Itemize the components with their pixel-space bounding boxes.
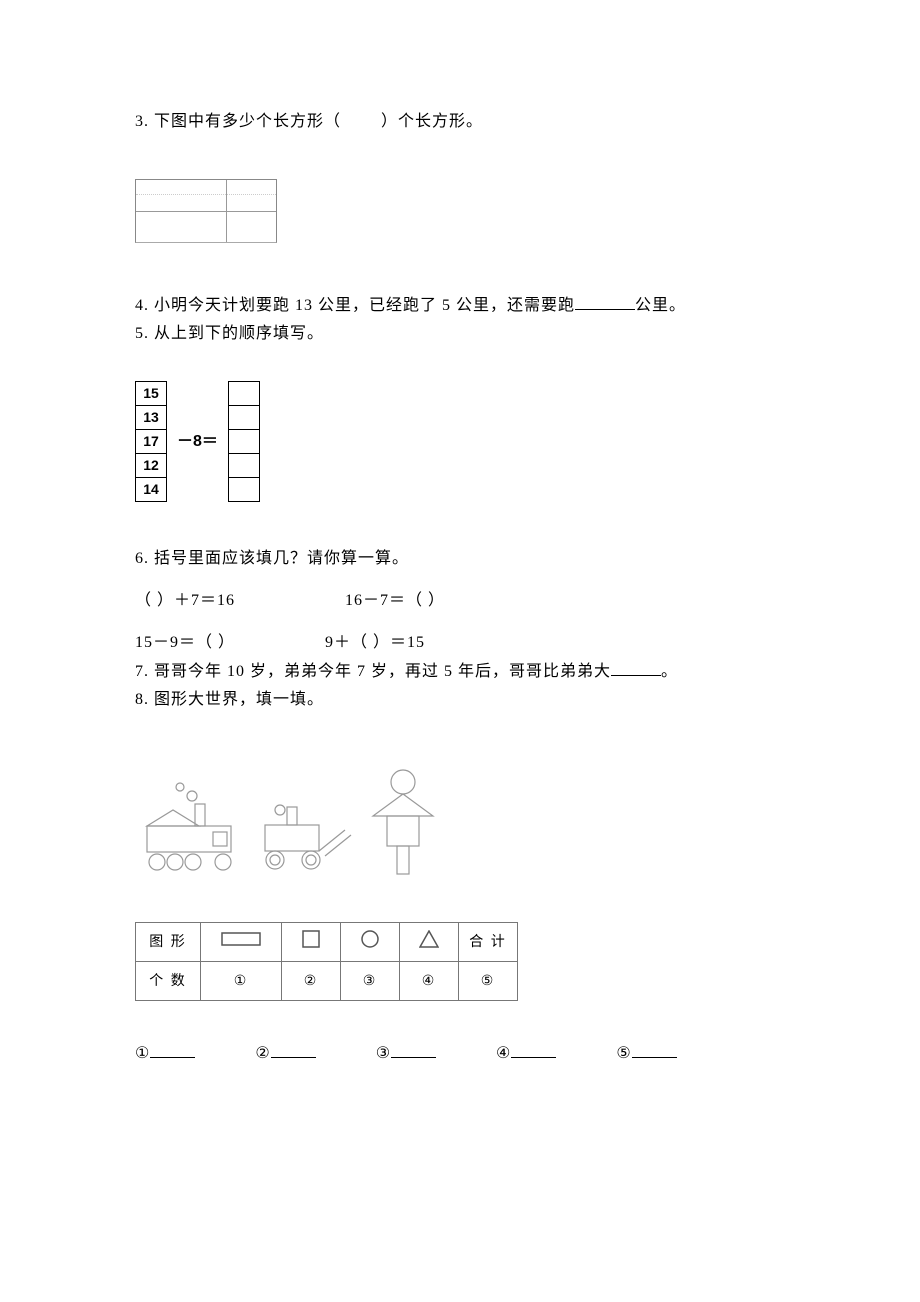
ans-blank-5[interactable]: [632, 1041, 677, 1058]
q5-operator: －8＝: [173, 430, 222, 454]
td-count-2: ②: [282, 962, 341, 1001]
q4-b: 公里。: [635, 297, 686, 314]
th-shape: 图 形: [136, 923, 201, 962]
q3-suffix: ）个长方形。: [381, 113, 483, 130]
td-count-3: ③: [341, 962, 400, 1001]
q3-grid-dotted-line: [136, 194, 276, 195]
table-row: 个 数 ① ② ③ ④ ⑤: [136, 962, 518, 1001]
ans-item: ⑤: [616, 1041, 676, 1066]
q5-left-column: 15 13 17 12 14: [135, 381, 167, 502]
q5-left-cell: 13: [135, 406, 167, 430]
triangle-icon: [419, 930, 439, 948]
q5-text: 5. 从上到下的顺序填写。: [135, 322, 790, 346]
q3-grid-hline: [136, 211, 276, 212]
q8-answers-row: ① ② ③ ④ ⑤: [135, 1041, 790, 1066]
q6-row2: 15－9＝（ ） 9＋（ ）＝15: [135, 631, 790, 655]
q3-grid-vline: [226, 180, 227, 242]
ans-item: ①: [135, 1041, 195, 1066]
q8-table: 图 形 合 计 个 数 ① ② ③ ④: [135, 922, 790, 1001]
td-count-label: 个 数: [136, 962, 201, 1001]
q5-left-cell: 14: [135, 478, 167, 502]
table-row: 图 形 合 计: [136, 923, 518, 962]
ans-item: ④: [496, 1041, 556, 1066]
th-square-icon: [282, 923, 341, 962]
q5-left-cell: 12: [135, 454, 167, 478]
q6-text: 6. 括号里面应该填几？请你算一算。: [135, 547, 790, 571]
th-circle-icon: [341, 923, 400, 962]
q5-right-cell[interactable]: [228, 381, 260, 406]
ans-label: ⑤: [616, 1045, 631, 1062]
circle-icon: [361, 930, 379, 948]
q4-a: 4. 小明今天计划要跑 13 公里，已经跑了 5 公里，还需要跑: [135, 297, 575, 314]
th-total: 合 计: [459, 923, 518, 962]
rect-icon: [221, 932, 261, 946]
q5-right-cell[interactable]: [228, 454, 260, 478]
q6-eq2-right: 9＋（ ）＝15: [325, 634, 425, 651]
q3-rectangle-grid: [135, 179, 277, 243]
td-count-5: ⑤: [459, 962, 518, 1001]
ans-blank-2[interactable]: [271, 1041, 316, 1058]
td-count-4: ④: [400, 962, 459, 1001]
q4-text: 4. 小明今天计划要跑 13 公里，已经跑了 5 公里，还需要跑 公里。: [135, 293, 790, 318]
square-icon: [302, 930, 320, 948]
q5-left-cell: 17: [135, 430, 167, 454]
ans-blank-1[interactable]: [150, 1041, 195, 1058]
q8-shapes-picture: [135, 752, 790, 892]
q8-text: 8. 图形大世界，填一填。: [135, 688, 790, 712]
ans-blank-4[interactable]: [511, 1041, 556, 1058]
ans-label: ③: [376, 1045, 391, 1062]
q7-b: 。: [661, 663, 678, 680]
q5-right-cell[interactable]: [228, 406, 260, 430]
th-triangle-icon: [400, 923, 459, 962]
q5-left-cell: 15: [135, 381, 167, 406]
q6-eq2-left: 15－9＝（ ）: [135, 634, 235, 651]
ans-blank-3[interactable]: [391, 1041, 436, 1058]
q5-right-column: [228, 381, 260, 502]
q6-eq1-right: 16－7＝（ ）: [345, 592, 445, 609]
q3-text: 3. 下图中有多少个长方形（ ）个长方形。: [135, 110, 790, 134]
ans-item: ②: [255, 1041, 315, 1066]
q7-text: 7. 哥哥今年 10 岁，弟弟今年 7 岁，再过 5 年后，哥哥比弟弟大 。: [135, 659, 790, 684]
ans-item: ③: [376, 1041, 436, 1066]
ans-label: ①: [135, 1045, 150, 1062]
ans-label: ④: [496, 1045, 511, 1062]
q6-eq1-left: （ ）＋7＝16: [135, 592, 235, 609]
th-rect-icon: [201, 923, 282, 962]
ans-label: ②: [255, 1045, 270, 1062]
q6-row1: （ ）＋7＝16 16－7＝（ ）: [135, 589, 790, 613]
q4-blank[interactable]: [575, 293, 635, 310]
q3-prefix: 3. 下图中有多少个长方形（: [135, 113, 341, 130]
q7-blank[interactable]: [611, 659, 661, 676]
q7-a: 7. 哥哥今年 10 岁，弟弟今年 7 岁，再过 5 年后，哥哥比弟弟大: [135, 663, 611, 680]
q5-right-cell[interactable]: [228, 430, 260, 454]
td-count-1: ①: [201, 962, 282, 1001]
q5-right-cell[interactable]: [228, 478, 260, 502]
q5-subtraction-block: 15 13 17 12 14 －8＝: [135, 381, 790, 502]
